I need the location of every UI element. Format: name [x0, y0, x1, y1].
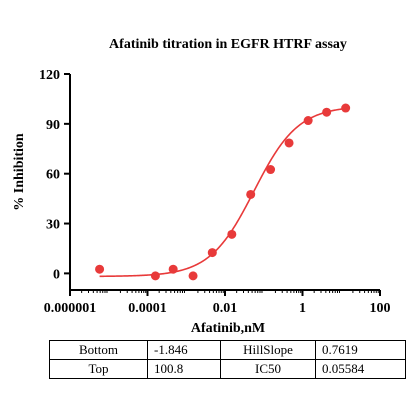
- y-tick-label: 30: [46, 218, 60, 233]
- x-tick-label: 0.01: [213, 301, 238, 316]
- fit-parameters-table: Bottom -1.846 HillSlope 0.7619 Top 100.8…: [49, 340, 406, 379]
- param-value-hillslope: 0.7619: [315, 340, 406, 360]
- x-tick-label: 100: [370, 301, 391, 316]
- data-point: [246, 189, 256, 199]
- param-value-ic50: 0.05584: [315, 359, 406, 379]
- y-tick-label: 0: [53, 267, 60, 282]
- data-points: [95, 103, 351, 281]
- x-tick-label: 0.0001: [128, 301, 167, 316]
- data-point: [227, 229, 237, 239]
- param-name-top: Top: [49, 359, 148, 379]
- data-point: [168, 264, 178, 274]
- y-axis-label: % Inhibition: [12, 133, 27, 211]
- x-axis-label: Afatinib,nM: [191, 321, 265, 336]
- data-point: [341, 103, 351, 113]
- y-tick-label: 90: [46, 118, 60, 133]
- data-point: [303, 116, 313, 126]
- data-point: [188, 271, 198, 281]
- x-tick-label: 1: [299, 301, 306, 316]
- param-name-hillslope: HillSlope: [220, 340, 316, 360]
- param-value-bottom: -1.846: [147, 340, 221, 360]
- param-value-top: 100.8: [147, 359, 221, 379]
- y-tick-label: 60: [46, 168, 60, 183]
- table-row: Top 100.8 IC50 0.05584: [49, 359, 406, 379]
- axes: 0 30 60 90 120 0.000001 0.0001 0.01 1 100: [39, 68, 391, 316]
- data-point: [266, 165, 276, 175]
- y-tick-label: 120: [39, 68, 60, 83]
- x-tick-label: 0.000001: [44, 301, 97, 316]
- data-point: [150, 271, 160, 281]
- data-point: [284, 138, 294, 148]
- param-name-ic50: IC50: [220, 359, 316, 379]
- data-point: [322, 107, 332, 117]
- data-point: [95, 264, 105, 274]
- chart-title: Afatinib titration in EGFR HTRF assay: [109, 37, 347, 52]
- param-name-bottom: Bottom: [49, 340, 148, 360]
- data-point: [207, 248, 217, 258]
- fit-curve-group: [99, 107, 346, 278]
- table-row: Bottom -1.846 HillSlope 0.7619: [49, 340, 406, 360]
- fit-curve: [99, 107, 346, 278]
